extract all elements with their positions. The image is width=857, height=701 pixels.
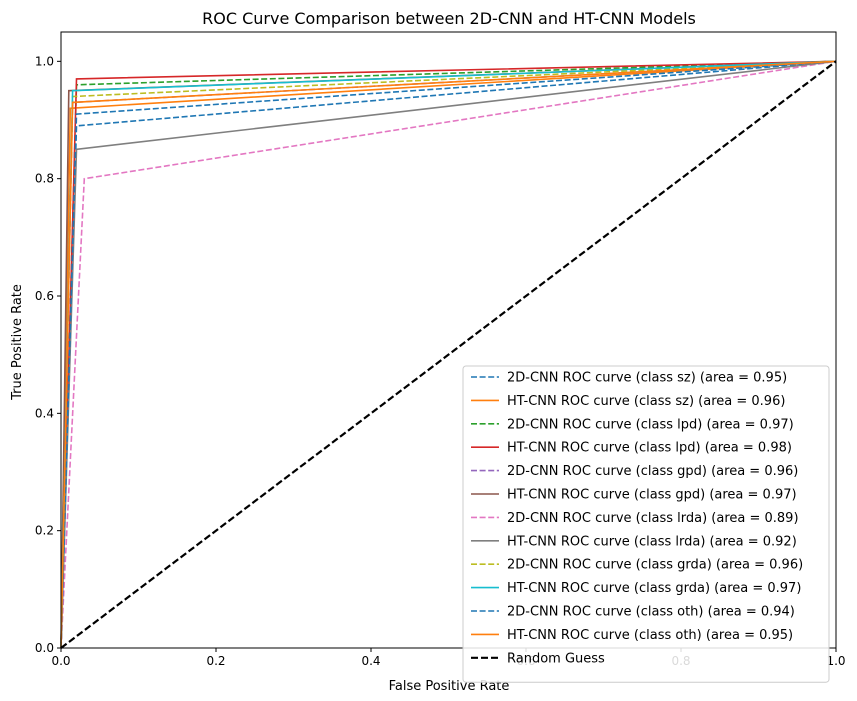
y-tick-label: 0.8 bbox=[35, 172, 54, 186]
legend-label: HT-CNN ROC curve (class grda) (area = 0.… bbox=[507, 581, 801, 596]
x-tick-label: 0.2 bbox=[206, 654, 225, 668]
legend-label: Random Guess bbox=[507, 651, 605, 666]
legend-label: 2D-CNN ROC curve (class grda) (area = 0.… bbox=[507, 558, 803, 573]
y-tick-label: 0.4 bbox=[35, 406, 54, 420]
legend-label: HT-CNN ROC curve (class oth) (area = 0.9… bbox=[507, 628, 793, 643]
x-axis-label: False Positive Rate bbox=[389, 679, 510, 694]
legend: 2D-CNN ROC curve (class sz) (area = 0.95… bbox=[462, 365, 830, 683]
y-axis-label: True Positive Rate bbox=[10, 284, 25, 401]
legend-label: 2D-CNN ROC curve (class sz) (area = 0.95… bbox=[507, 371, 787, 386]
series-line-10 bbox=[60, 60, 837, 649]
legend-label: 2D-CNN ROC curve (class lrda) (area = 0.… bbox=[507, 511, 799, 526]
plot-frame bbox=[60, 31, 837, 649]
y-tick-label: 0.0 bbox=[35, 641, 54, 655]
x-tick-label: 1.0 bbox=[826, 654, 845, 668]
x-tick-label: 0.0 bbox=[51, 654, 70, 668]
y-tick-label: 0.2 bbox=[35, 524, 54, 538]
legend-label: 2D-CNN ROC curve (class gpd) (area = 0.9… bbox=[507, 464, 798, 479]
legend-label: HT-CNN ROC curve (class sz) (area = 0.96… bbox=[507, 394, 785, 409]
y-tick-label: 0.6 bbox=[35, 289, 54, 303]
legend-label: HT-CNN ROC curve (class lrda) (area = 0.… bbox=[507, 534, 797, 549]
plot-lines bbox=[60, 60, 837, 649]
series-line-6 bbox=[60, 60, 837, 649]
series-line-11 bbox=[60, 60, 837, 649]
legend-label: 2D-CNN ROC curve (class lpd) (area = 0.9… bbox=[507, 417, 794, 432]
series-line-12 bbox=[60, 60, 837, 649]
chart-title: ROC Curve Comparison between 2D-CNN and … bbox=[202, 9, 696, 28]
legend-label: 2D-CNN ROC curve (class oth) (area = 0.9… bbox=[507, 605, 795, 620]
legend-label: HT-CNN ROC curve (class gpd) (area = 0.9… bbox=[507, 488, 797, 503]
legend-label: HT-CNN ROC curve (class lpd) (area = 0.9… bbox=[507, 441, 792, 456]
legend-box bbox=[462, 365, 830, 683]
y-tick-label: 1.0 bbox=[35, 54, 54, 68]
x-tick-label: 0.4 bbox=[361, 654, 380, 668]
